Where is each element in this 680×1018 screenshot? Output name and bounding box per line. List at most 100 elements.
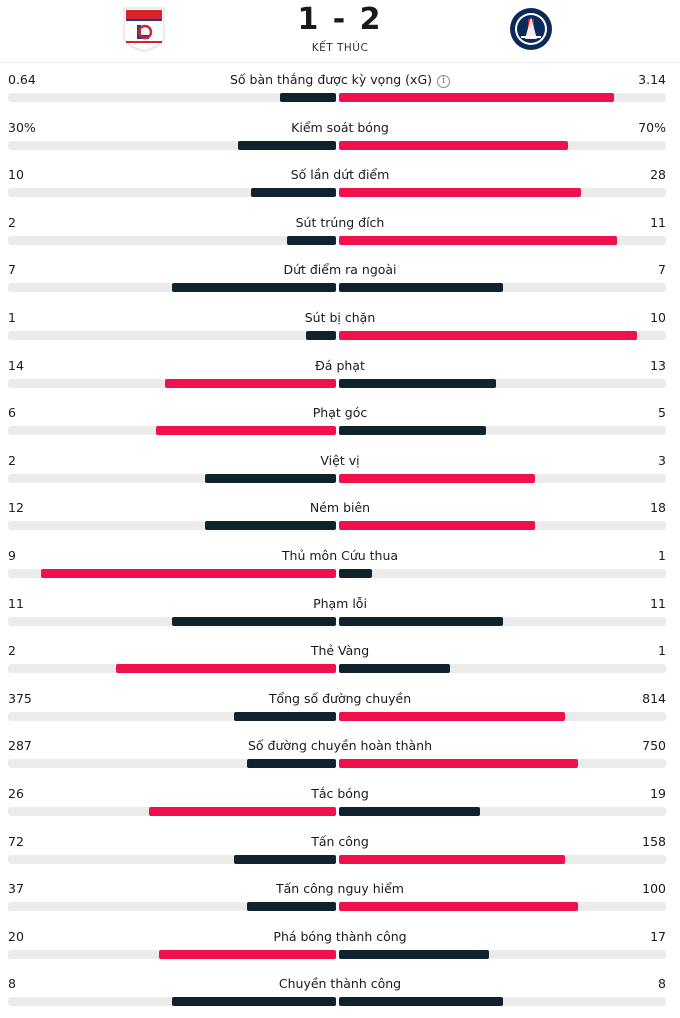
- home-bar-fill: [172, 997, 336, 1007]
- stat-row: 2 Sút trúng đích 11: [0, 210, 680, 257]
- stat-label-text: Chuyền thành công: [278, 976, 402, 992]
- away-bar-fill: [339, 473, 535, 483]
- stat-row: 7 Dứt điểm ra ngoài 7: [0, 257, 680, 304]
- stat-row: 72 Tấn công 158: [0, 829, 680, 876]
- stat-label: Tấn công: [0, 834, 680, 849]
- stat-away-value: 18: [650, 500, 666, 516]
- stat-home-value: 26: [8, 786, 24, 801]
- stat-home-value: 37: [8, 881, 24, 897]
- stat-label-text: Số bàn thắng được kỳ vọng (xG): [229, 72, 433, 87]
- home-bar-track: [8, 426, 336, 436]
- home-bar-track: [8, 616, 336, 626]
- stat-label: Tấn công nguy hiểm: [0, 881, 680, 896]
- stat-away-value: 11: [650, 214, 666, 230]
- stat-home-value: 72: [8, 833, 24, 849]
- stat-away-value: 11: [650, 595, 666, 611]
- home-bar-track: [8, 188, 336, 198]
- stat-away-value: 3: [658, 452, 666, 468]
- stat-label: Sút bị chặn: [0, 310, 680, 325]
- away-bar-fill: [339, 140, 568, 150]
- away-bar-fill: [339, 949, 489, 959]
- stat-label-text: Việt vị: [320, 452, 360, 468]
- away-bar-track: [339, 426, 666, 436]
- away-bar-track: [339, 378, 666, 388]
- away-bar-fill: [339, 616, 503, 626]
- stat-home-value: 2: [8, 643, 16, 659]
- stat-label: Tổng số đường chuyền: [0, 691, 680, 706]
- stat-label-text: Kiểm soát bóng: [291, 119, 389, 135]
- away-bar-track: [339, 331, 666, 340]
- stat-home-value: 0.64: [8, 72, 36, 87]
- home-bar-track: [8, 140, 336, 150]
- stat-row: 11 Phạm lỗi 11: [0, 591, 680, 638]
- stat-row: 8 Chuyền thành công 8: [0, 971, 680, 1018]
- away-bar-fill: [339, 378, 496, 388]
- away-bar-fill: [339, 664, 450, 674]
- stat-away-value: 1: [658, 643, 666, 659]
- away-bar-track: [339, 569, 666, 578]
- match-status: KẾT THÚC: [311, 42, 369, 54]
- stat-away-value: 5: [658, 405, 666, 421]
- away-bar-fill: [339, 807, 480, 816]
- away-bar-track: [339, 759, 666, 769]
- home-bar-track: [8, 93, 336, 102]
- home-bar-fill: [165, 378, 336, 388]
- stat-label: Số lần dứt điểm: [0, 167, 680, 182]
- away-bar-track: [339, 235, 666, 245]
- away-bar-fill: [339, 854, 565, 864]
- away-bar-fill: [339, 188, 581, 198]
- away-bar-fill: [339, 331, 637, 340]
- stat-away-value: 3.14: [638, 72, 666, 87]
- stat-home-value: 287: [8, 738, 32, 754]
- stat-row: 6 Phạt góc 5: [0, 400, 680, 447]
- stat-label: Số đường chuyền hoàn thành: [0, 738, 680, 753]
- stat-row: 375 Tổng số đường chuyền 814: [0, 686, 680, 733]
- home-bar-fill: [172, 283, 336, 293]
- stat-home-value: 7: [8, 262, 16, 278]
- stat-home-value: 2: [8, 452, 16, 468]
- stat-label-text: Tấn công nguy hiểm: [276, 881, 404, 897]
- home-bar-fill: [247, 902, 336, 912]
- home-bar-track: [8, 711, 336, 721]
- stat-away-value: 158: [642, 833, 666, 849]
- away-bar-fill: [339, 902, 578, 912]
- stat-home-value: 2: [8, 214, 16, 230]
- stat-label-text: Số đường chuyền hoàn thành: [247, 738, 433, 754]
- stat-away-value: 19: [650, 786, 666, 801]
- away-bar-track: [339, 807, 666, 816]
- paris-saint-germain-crest-icon[interactable]: [508, 6, 554, 52]
- info-icon[interactable]: i: [437, 75, 451, 88]
- stat-row: 30% Kiểm soát bóng 70%: [0, 115, 680, 162]
- away-bar-track: [339, 140, 666, 150]
- away-bar-track: [339, 616, 666, 626]
- stat-label-text: Thẻ Vàng: [310, 643, 370, 659]
- stat-home-value: 14: [8, 357, 24, 373]
- away-bar-track: [339, 902, 666, 912]
- olympique-lyonnais-crest-icon[interactable]: [121, 6, 167, 52]
- away-bar-track: [339, 283, 666, 293]
- stat-label: Phạm lỗi: [0, 596, 680, 611]
- stat-label-text: Thủ môn Cứu thua: [281, 548, 399, 563]
- home-bar-fill: [280, 93, 336, 102]
- away-bar-track: [339, 997, 666, 1007]
- home-bar-track: [8, 664, 336, 674]
- away-bar-track: [339, 93, 666, 102]
- home-bar-fill: [247, 759, 336, 769]
- stat-home-value: 11: [8, 595, 24, 611]
- stat-row: 10 Số lần dứt điểm 28: [0, 162, 680, 209]
- home-bar-track: [8, 331, 336, 340]
- home-bar-fill: [172, 616, 336, 626]
- stat-label-text: Tắc bóng: [311, 786, 369, 801]
- stat-label: Thẻ Vàng: [0, 643, 680, 658]
- away-bar-fill: [339, 93, 614, 102]
- home-bar-track: [8, 949, 336, 959]
- match-score: 1 - 2: [297, 2, 383, 37]
- home-bar-fill: [41, 569, 336, 578]
- stat-label: Chuyền thành công: [0, 976, 680, 991]
- stat-row: 287 Số đường chuyền hoàn thành 750: [0, 733, 680, 780]
- away-bar-track: [339, 949, 666, 959]
- home-bar-fill: [205, 473, 336, 483]
- home-bar-fill: [287, 235, 336, 245]
- stat-home-value: 20: [8, 928, 24, 944]
- stat-label-text: Dứt điểm ra ngoài: [283, 262, 397, 278]
